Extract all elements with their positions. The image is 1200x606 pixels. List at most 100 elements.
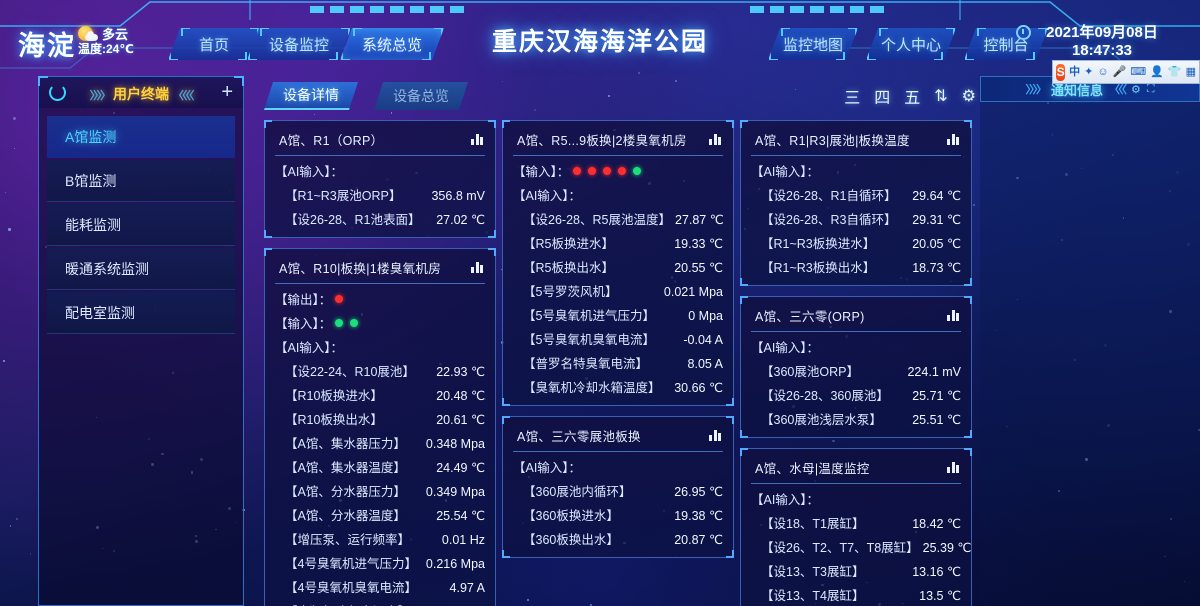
metric-label: 【360板换进水】 [523,509,619,523]
layout-3-col-icon[interactable]: 三 [844,90,861,107]
ime-skin-icon[interactable]: 👕 [1167,65,1182,78]
refresh-icon[interactable] [49,84,66,101]
nav-tab-device-monitor[interactable]: 设备监控 [247,28,351,60]
layout-5-col-icon[interactable]: 五 [904,90,921,107]
metric-value: 18.42 ℃ [912,517,961,531]
sidebar-item-b-hall[interactable]: B馆监测 [47,160,235,202]
clock-widget: 2021年09月08日 18:47:33 [1012,24,1192,60]
status-dot [633,166,642,175]
metric-row: 【A馆、分水器压力】 0.349 Mpa [275,481,485,500]
sort-icon[interactable]: ⇅ [934,88,948,105]
metric-label: 【设26-28、R1自循环】 [761,189,897,203]
sidebar-item-energy[interactable]: 能耗监测 [47,204,235,246]
bar-chart-icon[interactable] [709,430,721,441]
section-label-text: 【AI输入】： [513,461,582,475]
metric-value: 20.55 ℃ [674,261,723,275]
bar-chart-icon[interactable] [471,134,483,145]
tab-device-overview[interactable]: 设备总览 [374,82,468,110]
metric-row: 【360展池ORP】 224.1 mV [751,361,961,380]
metric-value: 0.01 Hz [441,533,485,547]
notification-panel-title: 通知信息 [1050,82,1103,98]
card-column-3: A馆、R1|R3|展池|板换温度 【AI输入】： 【设26-28、R1自循环】 29.… [740,120,972,606]
card-section-label: 【输入】： [275,313,485,332]
nav-tab-monitor-map[interactable]: 监控地图 [768,28,858,60]
status-dot [335,318,344,327]
metric-row: 【设18、T1展缸】 18.42 ℃ [751,513,961,532]
card-header: A馆、三六零(ORP) [751,305,961,332]
sidebar-item-label: A馆监测 [65,129,117,145]
ime-toolbar[interactable]: S 中 ✦ ☺ 🎤 ⌨ 👤 👕 ▦ [1052,60,1200,84]
card-a-360-orp: A馆、三六零(ORP) 【AI输入】： 【360展池ORP】 224.1 mV 【设26… [740,296,972,438]
status-dot [618,166,627,175]
metric-value: 0.021 Mpa [663,285,723,299]
bar-chart-icon[interactable] [947,310,959,321]
nav-tab-system-overview[interactable]: 系统总览 [340,28,444,60]
metric-row: 【设22-24、R10展池】 22.93 ℃ [275,361,485,380]
metric-value: 0.349 Mpa [425,485,485,499]
ime-punctuation-icon[interactable]: ✦ [1084,65,1094,78]
metric-value: 19.38 ℃ [674,509,723,523]
bar-chart-icon[interactable] [947,134,959,145]
metric-label: 【4号臭氧机臭氧电流】 [285,581,417,595]
clock-date: 2021年09月08日 [1046,24,1158,41]
sidebar-item-hvac[interactable]: 暖通系统监测 [47,248,235,290]
metric-value: 4.97 A [449,581,485,595]
sogou-logo-icon[interactable]: S [1056,63,1066,81]
sun-cloud-icon [78,26,98,41]
metric-row: 【设26-28、R5展池温度】 27.87 ℃ [513,209,724,228]
metric-value: 18.73 ℃ [912,261,961,275]
metric-row: 【R1~R3板换出水】 18.73 ℃ [751,257,961,276]
sidebar-item-a-hall[interactable]: A馆监测 [47,116,235,158]
metric-label: 【普罗名特臭氧电流】 [523,357,649,371]
ime-emoji-icon[interactable]: ☺ [1097,65,1109,78]
content-area: 设备详情 设备总览 三 四 五 ⇅ ⚙ A馆、R1（ORP） 【AI输入】： 【R1… [264,76,980,606]
status-dot [335,294,344,303]
metric-label: 【R10板换出水】 [285,413,383,427]
sidebar-title: 〉〉〉〉 用户终端 〈〈〈〈 [39,84,243,104]
nav-tab-home[interactable]: 首页 [168,28,260,60]
section-label-text: 【AI输入】： [751,493,820,507]
metric-value: 20.87 ℃ [674,533,723,547]
nav-tab-console[interactable]: 控制台 [964,28,1048,60]
bar-chart-icon[interactable] [947,462,959,473]
metric-value: 20.05 ℃ [912,237,961,251]
sidebar-item-power-room[interactable]: 配电室监测 [47,292,235,334]
metric-row: 【设26-28、R3自循环】 29.31 ℃ [751,209,961,228]
gear-icon[interactable]: ⚙ [961,88,976,105]
bar-chart-icon[interactable] [471,262,483,273]
card-header: A馆、R5...9板换|2楼臭氧机房 [513,129,723,156]
section-label-text: 【AI输入】： [513,189,582,203]
metric-label: 【R5板换进水】 [523,237,614,251]
metric-row: 【A馆、集水器温度】 24.49 ℃ [275,457,485,476]
metric-label: 【360展池浅层水泵】 [761,413,882,427]
ime-toolbox-icon[interactable]: ▦ [1185,65,1196,78]
section-label-text: 【输入】： [513,165,570,179]
metric-value: 30.66 ℃ [674,381,723,395]
bar-chart-icon[interactable] [709,134,721,145]
layout-4-col-icon[interactable]: 四 [874,90,891,107]
section-label-text: 【AI输入】： [751,165,820,179]
expand-icon[interactable]: ⛶ [1146,82,1155,95]
metric-row: 【5号臭氧机臭氧电流】 -0.04 A [513,329,723,348]
metric-row: 【5号罗茨风机】 0.021 Mpa [513,281,723,300]
nav-tab-label: 控制台 [983,36,1029,54]
ime-voice-icon[interactable]: 🎤 [1112,65,1127,78]
ime-keyboard-icon[interactable]: ⌨ [1130,65,1147,78]
ime-mode-icon[interactable]: 中 [1069,65,1081,78]
card-column-2: A馆、R5...9板换|2楼臭氧机房【输入】： 【AI输入】： 【设26-28、R5… [502,120,734,606]
metric-label: 【5号臭氧机进气压力】 [523,309,655,323]
metric-value: 29.31 ℃ [912,213,961,227]
sidebar-item-label: B馆监测 [65,172,117,189]
metric-label: 【360展池ORP】 [761,365,859,379]
metric-row: 【设13、T4展缸】 13.5 ℃ [751,585,961,604]
status-dots [335,318,359,327]
card-section-label: 【AI输入】： [751,161,961,180]
nav-tab-personal-center[interactable]: 个人中心 [866,28,956,60]
tab-device-detail[interactable]: 设备详情 [264,82,358,110]
metric-value: 26.95 ℃ [674,485,723,499]
gear-icon[interactable]: ⚙ [1130,83,1141,96]
ime-user-icon[interactable]: 👤 [1150,65,1164,78]
app-logo: 海淀 [18,31,76,61]
plus-icon[interactable]: + [221,81,233,103]
section-label-text: 【输入】： [275,317,332,331]
